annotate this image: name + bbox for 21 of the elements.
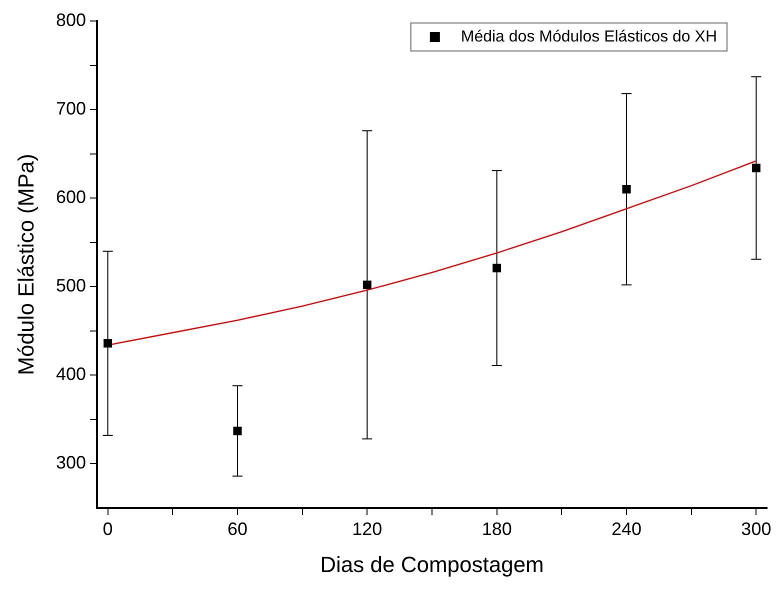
x-tick-label: 300 bbox=[741, 518, 772, 539]
x-tick-label: 120 bbox=[352, 518, 382, 539]
y-tick-label: 300 bbox=[56, 452, 86, 473]
y-axis-title: Módulo Elástico (MPa) bbox=[13, 154, 38, 376]
y-tick-label: 600 bbox=[56, 187, 86, 208]
y-tick-label: 500 bbox=[56, 276, 86, 296]
y-tick-label: 800 bbox=[56, 10, 86, 30]
point bbox=[752, 164, 760, 172]
x-tick-label: 60 bbox=[227, 518, 248, 539]
x-tick-label: 240 bbox=[611, 518, 642, 539]
y-tick-label: 700 bbox=[56, 98, 86, 119]
point bbox=[492, 264, 502, 272]
point bbox=[233, 426, 242, 436]
point bbox=[622, 184, 631, 194]
y-tick-label: 400 bbox=[56, 364, 86, 384]
x-tick-label: 0 bbox=[102, 518, 113, 539]
point bbox=[104, 339, 112, 348]
point bbox=[362, 280, 372, 290]
x-axis-title: Dias de Compostagem bbox=[320, 552, 544, 577]
x-tick-label: 180 bbox=[482, 518, 512, 539]
legend-label: Média dos Módulos Elásticos do XH bbox=[460, 28, 717, 46]
